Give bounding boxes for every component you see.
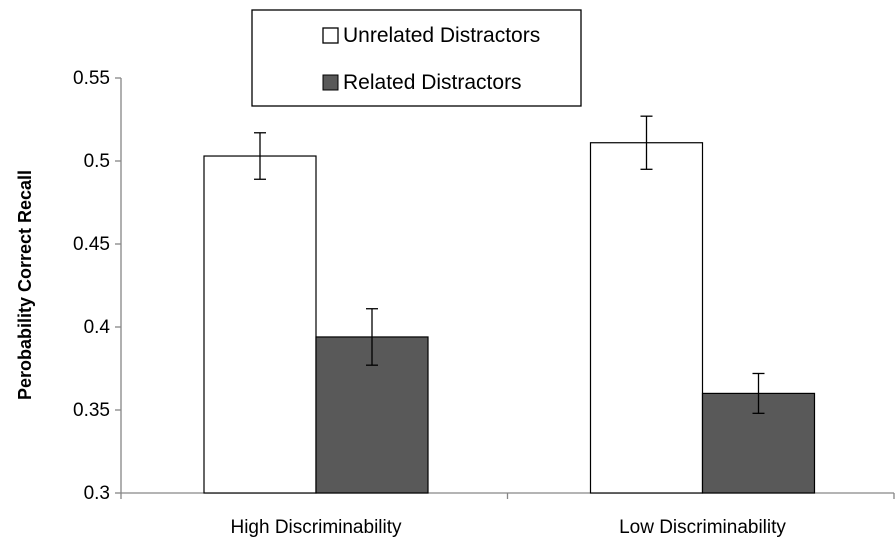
- error-bars: [254, 115, 765, 414]
- legend-box: [251, 9, 582, 107]
- x-axis: [120, 492, 895, 499]
- legend: Unrelated Distractors Related Distractor…: [251, 9, 582, 107]
- y-tick-label: 0.5: [84, 151, 110, 172]
- y-tick-label: 0.55: [73, 68, 110, 89]
- bar-unrelated-low: [589, 142, 704, 494]
- bar-unrelated-high: [203, 155, 317, 494]
- legend-swatch-unrelated: [322, 27, 339, 44]
- y-axis: 0.3 0.35 0.4 0.45 0.5 0.55: [73, 68, 122, 504]
- legend-label-unrelated: Unrelated Distractors: [343, 24, 540, 47]
- legend-label-related: Related Distractors: [343, 71, 522, 94]
- y-tick-label: 0.45: [73, 234, 110, 255]
- y-axis-label: Perobability Correct Recall: [15, 170, 35, 400]
- y-tick-label: 0.4: [84, 317, 111, 338]
- bars: [203, 142, 816, 494]
- category-labels: High Discriminability Low Discriminabilit…: [230, 517, 786, 538]
- category-label: High Discriminability: [230, 517, 402, 538]
- y-tick-label: 0.35: [73, 400, 110, 421]
- category-label: Low Discriminability: [619, 517, 786, 538]
- y-tick-label: 0.3: [84, 483, 110, 504]
- legend-swatch-related: [322, 74, 339, 91]
